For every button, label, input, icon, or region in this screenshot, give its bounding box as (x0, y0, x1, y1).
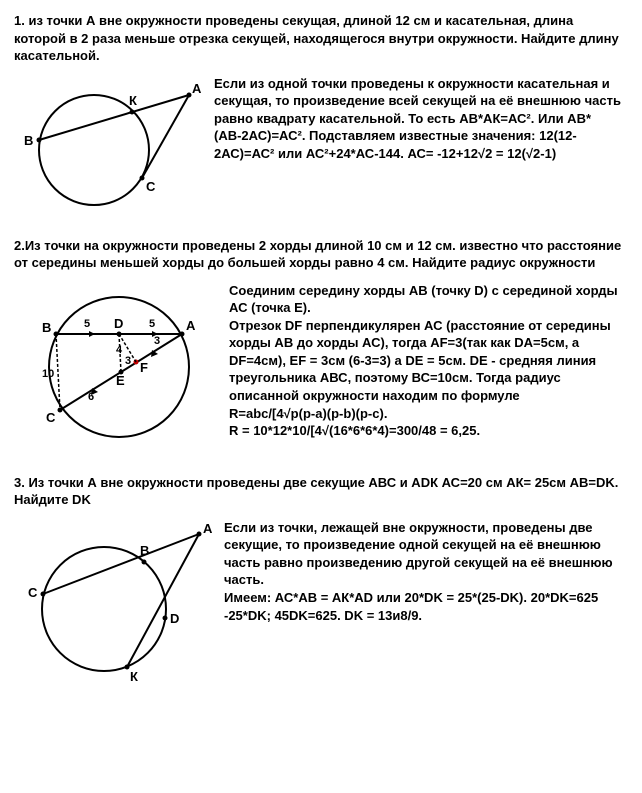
problem-1: 1. из точки А вне окружности проведены с… (14, 12, 628, 215)
label-f2: F (140, 360, 148, 375)
problem-3: 3. Из точки А вне окружности проведены д… (14, 474, 628, 689)
problem-1-solution: Если из одной точки проведены к окружнос… (214, 75, 628, 163)
problem-2: 2.Из точки на окружности проведены 2 хор… (14, 237, 628, 452)
label-b: В (24, 133, 33, 148)
label-c: С (146, 179, 156, 194)
problem-2-solution-text: Соединим середину хорды АВ (точку D) с с… (229, 282, 628, 440)
problem-2-body: А В С D Е F 5 5 4 3 3 6 10 Соединим сере… (14, 282, 628, 452)
label-c3: С (28, 585, 38, 600)
label-a3: А (203, 521, 213, 536)
label-b3: В (140, 543, 149, 558)
label-a: А (192, 81, 202, 96)
num-5-1: 5 (84, 318, 90, 330)
label-d3: D (170, 611, 179, 626)
label-c2: С (46, 410, 56, 425)
problem-3-solution: Если из точки, лежащей вне окружности, п… (224, 519, 628, 624)
problem-1-body: А В К С Если из одной точки проведены к … (14, 75, 628, 215)
problem-3-statement: 3. Из точки А вне окружности проведены д… (14, 474, 628, 509)
problem-2-statement: 2.Из точки на окружности проведены 2 хор… (14, 237, 628, 272)
num-3-2: 3 (125, 355, 131, 367)
label-e2: Е (116, 373, 125, 388)
num-5-2: 5 (149, 318, 155, 330)
problem-2-diagram: А В С D Е F 5 5 4 3 3 6 10 (14, 282, 219, 452)
label-b2: В (42, 320, 51, 335)
problem-3-diagram: А В С D К (14, 519, 214, 689)
label-d2: D (114, 316, 123, 331)
num-4: 4 (116, 344, 123, 356)
problem-1-solution-text: Если из одной точки проведены к окружнос… (214, 75, 628, 163)
problem-3-solution-text: Если из точки, лежащей вне окружности, п… (224, 519, 628, 624)
problem-1-diagram: А В К С (14, 75, 204, 215)
num-3-1: 3 (154, 335, 160, 347)
num-10: 10 (42, 368, 54, 380)
label-k: К (129, 93, 137, 108)
problem-1-statement: 1. из точки А вне окружности проведены с… (14, 12, 628, 65)
label-k3: К (130, 669, 138, 684)
num-6: 6 (88, 391, 94, 403)
problem-3-body: А В С D К Если из точки, лежащей вне окр… (14, 519, 628, 689)
label-a2: А (186, 318, 196, 333)
problem-2-solution: Соединим середину хорды АВ (точку D) с с… (229, 282, 628, 440)
